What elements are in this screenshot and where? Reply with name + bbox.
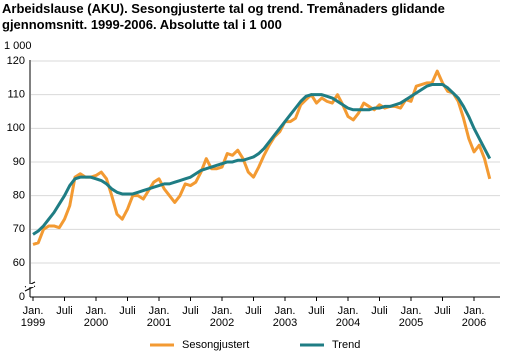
y-tick-label: 60 — [13, 257, 25, 269]
legend-label: Trend — [332, 339, 360, 351]
x-tick-label: Juli — [308, 305, 325, 317]
y-tick-label: 120 — [7, 55, 25, 67]
axis-break-gap — [26, 284, 34, 287]
x-tick-label: Jan. 2006 — [462, 305, 486, 329]
y-tick-label: 90 — [13, 156, 25, 168]
x-tick-label: Juli — [182, 305, 199, 317]
x-tick-label: Juli — [56, 305, 73, 317]
x-tick-label: Jan. 2000 — [84, 305, 108, 329]
x-tick-label: Jan. 2003 — [273, 305, 297, 329]
x-tick-label: Juli — [245, 305, 262, 317]
x-tick-label: Jan. 2002 — [210, 305, 234, 329]
y-tick-label: 0 — [19, 291, 25, 303]
x-tick-label: Jan. 1999 — [21, 305, 45, 329]
series-line — [32, 83, 492, 236]
x-tick-label: Juli — [371, 305, 388, 317]
x-tick-label: Jan. 2001 — [147, 305, 171, 329]
y-tick-label: 70 — [13, 223, 25, 235]
y-tick-label: 110 — [7, 89, 25, 101]
x-tick-label: Juli — [434, 305, 451, 317]
x-tick-label: Jan. 2004 — [336, 305, 360, 329]
x-tick-label: Jan. 2005 — [399, 305, 423, 329]
y-tick-label: 80 — [13, 190, 25, 202]
x-tick-label: Juli — [119, 305, 136, 317]
legend-label: Sesongjustert — [182, 339, 249, 351]
chart-title: Arbeidslause (AKU). Sesongjusterte tal o… — [2, 1, 445, 32]
series-line — [32, 69, 492, 246]
y-tick-label: 100 — [7, 122, 25, 134]
y-unit-label: 1 000 — [4, 40, 32, 52]
